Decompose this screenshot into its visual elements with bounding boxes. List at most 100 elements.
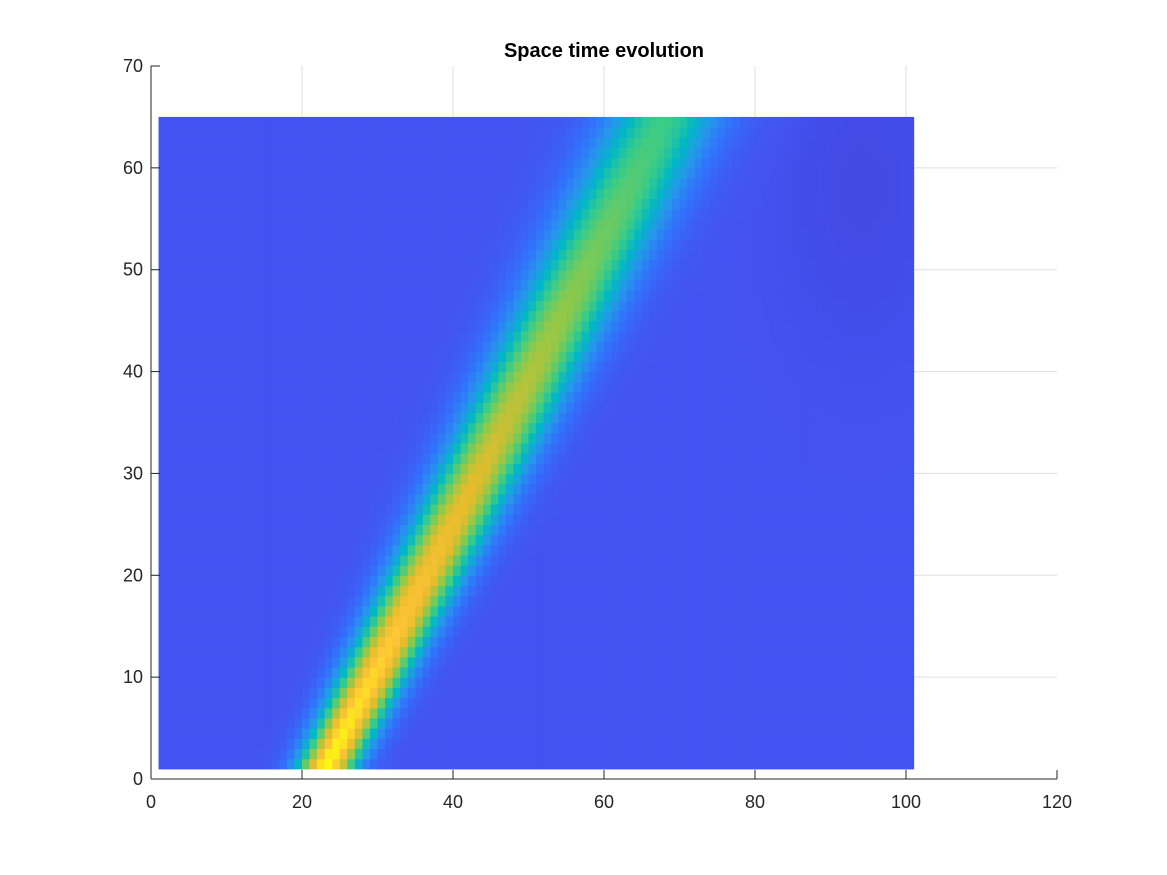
heatmap-cell [898, 738, 907, 750]
heatmap-cell [392, 463, 401, 475]
heatmap-cell [437, 616, 447, 627]
heatmap-cell [196, 279, 205, 291]
heatmap-cell [906, 269, 915, 281]
heatmap-cell [369, 575, 379, 587]
heatmap-cell [528, 514, 537, 525]
heatmap-cell [528, 473, 537, 485]
heatmap-cell [234, 320, 243, 332]
heatmap-cell [868, 707, 877, 719]
heatmap-cell [218, 493, 228, 505]
heatmap-cell [264, 300, 273, 312]
heatmap-cell [588, 687, 598, 699]
heatmap-cell [437, 534, 447, 546]
heatmap-cell [853, 616, 862, 627]
heatmap-cell [566, 595, 575, 607]
heatmap-cell [354, 422, 363, 434]
heatmap-cell [755, 514, 764, 525]
heatmap-cell [566, 473, 575, 485]
heatmap-cell [551, 575, 560, 587]
heatmap-cell [339, 666, 348, 678]
heatmap-cell [324, 738, 333, 750]
heatmap-cell [520, 575, 530, 587]
heatmap-cell [332, 432, 341, 444]
heatmap-cell [347, 687, 356, 699]
heatmap-cell [407, 738, 416, 750]
heatmap-cell [309, 503, 318, 515]
heatmap-cell [724, 636, 733, 648]
heatmap-cell [203, 269, 212, 281]
heatmap-cell [641, 544, 650, 556]
heatmap-cell [468, 646, 477, 658]
heatmap-cell [830, 534, 839, 546]
heatmap-cell [460, 605, 469, 617]
heatmap-cell [822, 616, 832, 627]
heatmap-cell [234, 565, 243, 576]
heatmap-cell [906, 503, 915, 515]
heatmap-cell [490, 585, 499, 597]
heatmap-cell [400, 381, 409, 393]
heatmap-cell [551, 666, 560, 678]
heatmap-cell [709, 391, 718, 403]
heatmap-cell [777, 330, 786, 342]
heatmap-cell [256, 728, 265, 739]
heatmap-cell [717, 748, 726, 760]
heatmap-cell [702, 279, 711, 291]
heatmap-cell [626, 453, 635, 464]
heatmap-cell [347, 524, 356, 536]
heatmap-cell [649, 371, 658, 383]
heatmap-cell [453, 371, 462, 383]
heatmap-cell [792, 717, 801, 729]
heatmap-cell [234, 738, 243, 750]
heatmap-cell [158, 371, 167, 383]
heatmap-cell [294, 391, 303, 403]
heatmap-cell [770, 371, 779, 383]
heatmap-cell [294, 646, 303, 658]
heatmap-cell [271, 595, 280, 607]
heatmap-cell [271, 585, 280, 597]
heatmap-cell [332, 290, 341, 301]
heatmap-cell [347, 269, 356, 281]
heatmap-cell [241, 646, 250, 658]
heatmap-cell [800, 330, 809, 342]
heatmap-cell [369, 290, 379, 301]
heatmap-cell [271, 381, 280, 393]
heatmap-cell [181, 341, 190, 352]
heatmap-cell [543, 595, 552, 607]
heatmap-cell [354, 717, 363, 729]
heatmap-cell [604, 707, 613, 719]
heatmap-cell [619, 351, 628, 362]
heatmap-cell [279, 575, 288, 587]
heatmap-cell [188, 269, 197, 281]
heatmap-cell [392, 748, 401, 760]
heatmap-cell [671, 493, 681, 505]
heatmap-cell [611, 707, 620, 719]
heatmap-cell [596, 626, 605, 637]
heatmap-cell [445, 473, 454, 485]
heatmap-cell [747, 514, 756, 525]
heatmap-cell [188, 636, 197, 648]
heatmap-cell [785, 758, 794, 770]
heatmap-cell [588, 341, 598, 352]
heatmap-cell [588, 503, 598, 515]
heatmap-cell [173, 351, 182, 362]
heatmap-cell [800, 279, 809, 291]
heatmap-cell [687, 432, 696, 444]
heatmap-cell [264, 707, 273, 719]
heatmap-cell [875, 514, 884, 525]
heatmap-cell [286, 453, 296, 464]
heatmap-cell [838, 442, 847, 454]
heatmap-cell [732, 320, 741, 332]
heatmap-cell [807, 738, 816, 750]
heatmap-cell [619, 330, 628, 342]
heatmap-cell [747, 758, 756, 770]
heatmap-cell [302, 463, 311, 475]
heatmap-cell [158, 636, 167, 648]
heatmap-cell [226, 738, 235, 750]
heatmap-cell [641, 412, 650, 424]
heatmap-cell [392, 341, 401, 352]
heatmap-cell [853, 310, 862, 322]
heatmap-cell [694, 351, 703, 362]
heatmap-cell [619, 381, 628, 393]
heatmap-cell [664, 320, 673, 332]
heatmap-cell [264, 666, 273, 678]
